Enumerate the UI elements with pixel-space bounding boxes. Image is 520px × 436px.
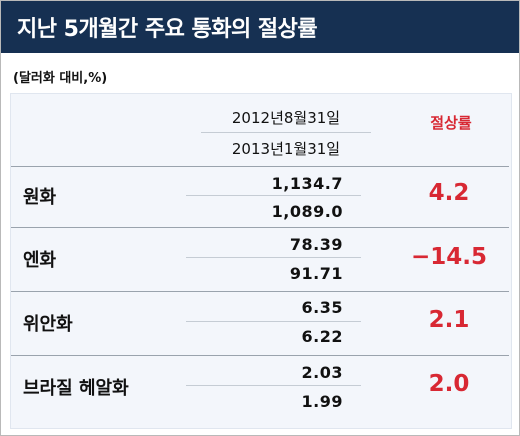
title-bar: 지난 5개월간 주요 통화의 절상률 (1, 1, 519, 53)
cell-divider (186, 321, 361, 322)
value-start-real: 2.03 (301, 363, 343, 382)
date-end-header: 2013년1월31일 (231, 140, 341, 158)
row-divider (11, 355, 509, 356)
date-start-header: 2012년8월31일 (231, 109, 341, 127)
unit-note: (달러화 대비,%) (13, 71, 108, 86)
row-label-won: 원화 (23, 187, 57, 208)
row-divider (11, 166, 509, 167)
table-panel (10, 93, 512, 429)
row-label-yen: 엔화 (23, 250, 57, 271)
row-divider (11, 291, 509, 292)
value-end-real: 1.99 (301, 392, 343, 411)
rate-real: 2.0 (428, 371, 470, 397)
value-start-won: 1,134.7 (271, 174, 343, 193)
page-title: 지난 5개월간 주요 통화의 절상률 (17, 17, 318, 42)
cell-divider (186, 385, 361, 386)
cell-divider (186, 195, 361, 196)
value-end-yen: 91.71 (289, 264, 343, 283)
rate-column-header: 절상률 (430, 114, 472, 132)
value-end-won: 1,089.0 (271, 202, 343, 221)
header-divider (201, 132, 371, 133)
value-start-yen: 78.39 (289, 235, 343, 254)
value-end-yuan: 6.22 (301, 327, 343, 346)
rate-yuan: 2.1 (428, 307, 470, 333)
rate-yen: −14.5 (410, 244, 488, 270)
row-divider (11, 227, 509, 228)
row-label-yuan: 위안화 (23, 314, 73, 335)
value-start-yuan: 6.35 (301, 298, 343, 317)
row-label-real: 브라질 헤알화 (23, 378, 129, 399)
rate-won: 4.2 (428, 180, 470, 206)
cell-divider (186, 257, 361, 258)
